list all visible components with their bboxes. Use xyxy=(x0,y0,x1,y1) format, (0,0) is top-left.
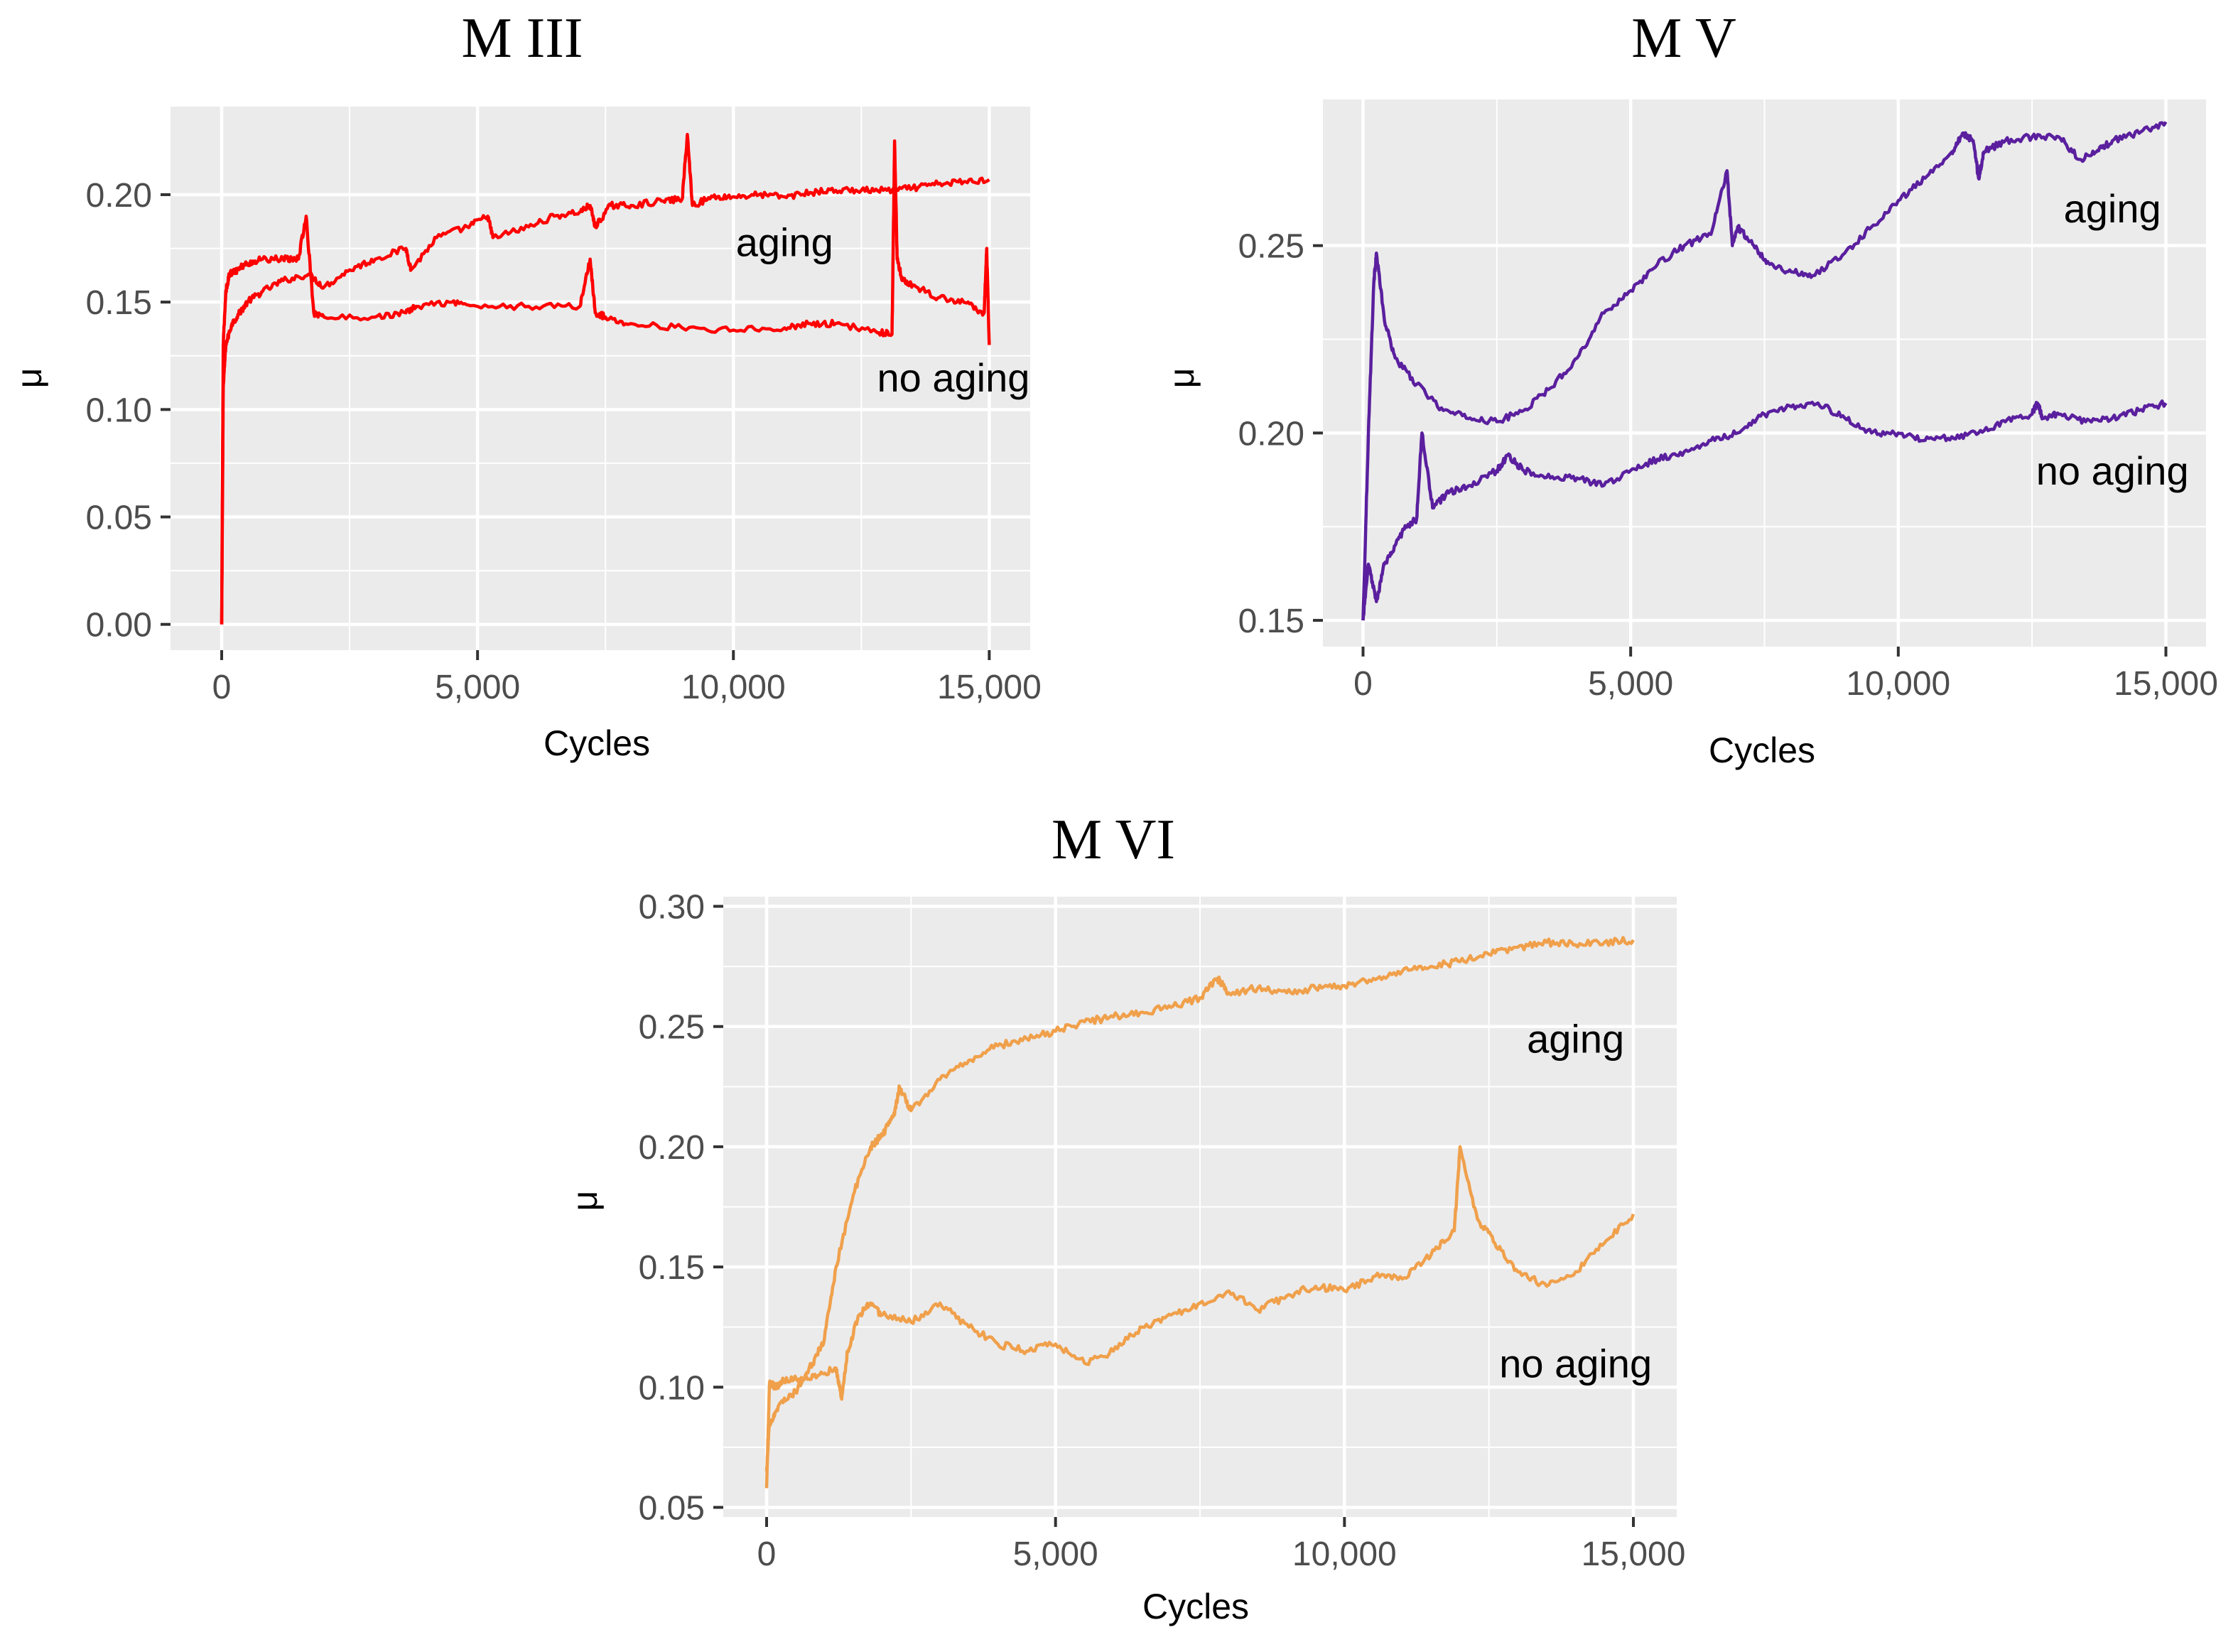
panel-m-iii: M III Cycles μ 0 5,000 10,000 15,000 0.00 0.0… xyxy=(9,7,1042,763)
x-tick-label: 5,000 xyxy=(1588,665,1673,703)
x-tick-label: 0 xyxy=(212,669,232,706)
x-axis-title: Cycles xyxy=(1709,730,1815,770)
panel-m-v: M V Cycles μ 0 5,000 10,000 15,000 0.15 0.20 0… xyxy=(1162,7,2218,770)
y-tick-label: 0.10 xyxy=(86,392,152,429)
y-axis-title: μ xyxy=(565,1191,605,1211)
x-tick-label: 0 xyxy=(757,1535,777,1573)
y-tick-label: 0.20 xyxy=(86,177,152,215)
y-tick-label: 0.20 xyxy=(639,1129,705,1167)
series-annotation: no aging xyxy=(1499,1341,1652,1386)
plot-area xyxy=(723,897,1677,1517)
plot-area xyxy=(1323,99,2206,647)
x-tick-label: 15,000 xyxy=(1582,1535,1686,1573)
x-tick-label: 5,000 xyxy=(1013,1535,1098,1573)
y-tick-label: 0.15 xyxy=(1238,603,1304,640)
series-annotation: aging xyxy=(1527,1017,1624,1062)
series-annotation: no aging xyxy=(877,355,1030,400)
x-tick-label: 10,000 xyxy=(1846,665,1950,703)
y-tick-label: 0.00 xyxy=(86,607,152,644)
y-tick-label: 0.30 xyxy=(639,889,705,927)
y-tick-label: 0.15 xyxy=(639,1249,705,1287)
series-annotation: aging xyxy=(736,220,833,264)
x-axis-title: Cycles xyxy=(544,723,650,763)
x-tick-label: 5,000 xyxy=(435,669,520,706)
panel-m-vi: M VI Cycles μ 0 5,000 10,000 15,000 0.05 0.10… xyxy=(565,809,1685,1626)
y-tick-label: 0.20 xyxy=(1238,415,1304,453)
y-tick-label: 0.15 xyxy=(86,284,152,322)
x-tick-label: 15,000 xyxy=(937,669,1042,706)
series-line-aging xyxy=(764,936,1635,1472)
series-annotation: no aging xyxy=(2036,448,2189,493)
x-tick-label: 15,000 xyxy=(2114,665,2218,703)
x-axis-title: Cycles xyxy=(1142,1587,1249,1626)
x-tick-label: 10,000 xyxy=(1292,1535,1397,1573)
panel-title: M V xyxy=(1631,7,1736,70)
series-line-no-aging xyxy=(764,1145,1636,1489)
y-tick-label: 0.25 xyxy=(1238,228,1304,266)
series-line-aging xyxy=(220,133,990,625)
series-line-no-aging xyxy=(220,139,991,625)
panel-title: M VI xyxy=(1052,809,1175,871)
y-axis-title: μ xyxy=(1162,368,1201,389)
panel-title: M III xyxy=(461,7,583,70)
y-axis-title: μ xyxy=(9,368,49,389)
series-annotation: aging xyxy=(2064,186,2161,231)
series-line-aging xyxy=(1361,121,2168,621)
series-line-no-aging xyxy=(1361,399,2168,621)
y-tick-label: 0.05 xyxy=(86,500,152,537)
y-tick-label: 0.05 xyxy=(639,1489,705,1527)
panel-background xyxy=(171,107,1030,650)
x-tick-label: 10,000 xyxy=(681,669,786,706)
x-tick-label: 0 xyxy=(1353,665,1373,703)
plot-area xyxy=(171,107,1030,650)
y-tick-label: 0.25 xyxy=(639,1009,705,1047)
y-tick-label: 0.10 xyxy=(639,1369,705,1407)
